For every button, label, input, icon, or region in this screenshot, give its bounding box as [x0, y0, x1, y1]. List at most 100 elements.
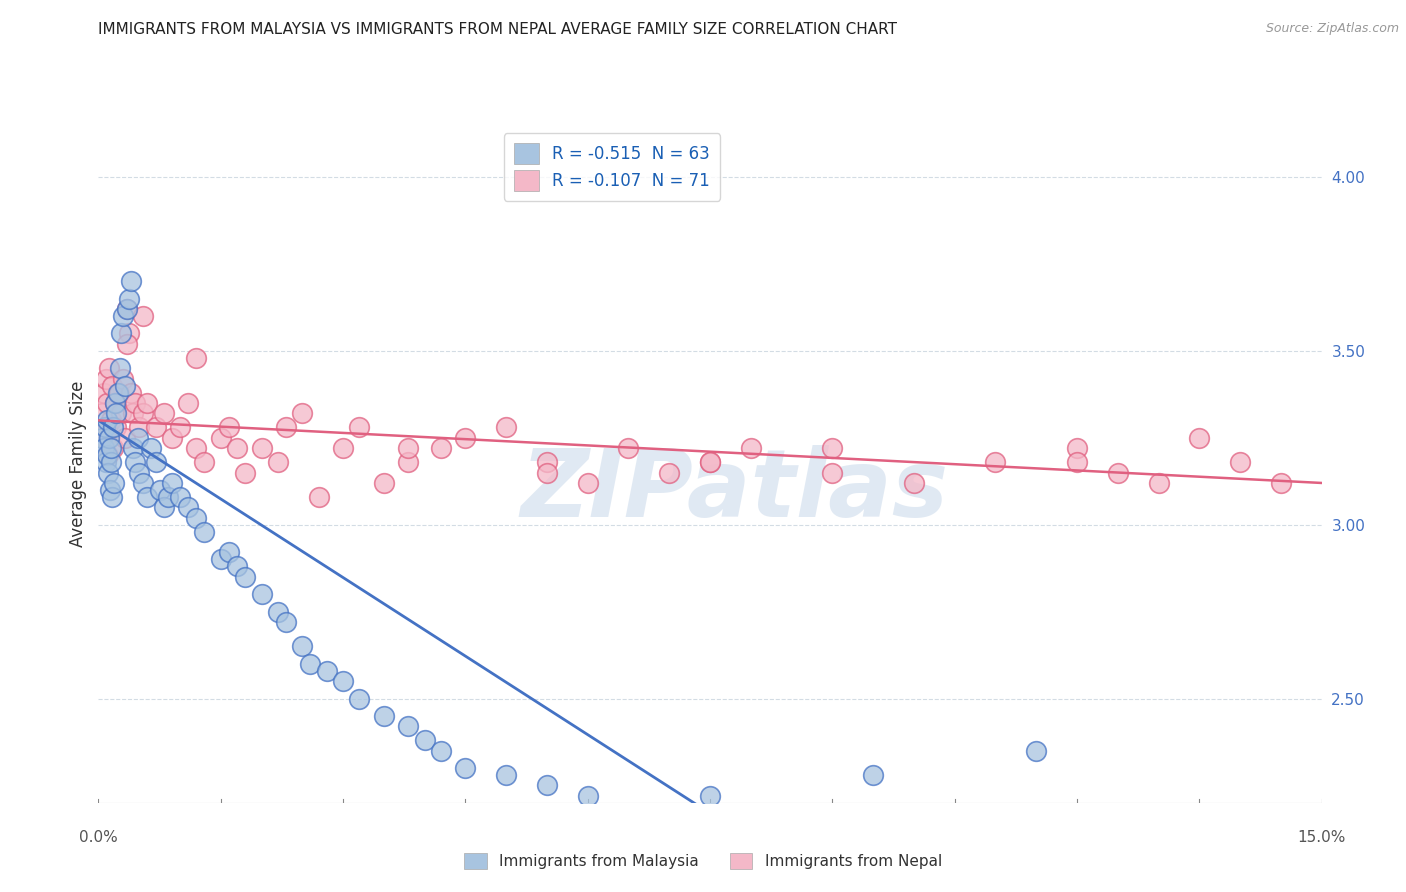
Point	[299, 657, 322, 671]
Point	[169, 420, 191, 434]
Point	[617, 441, 640, 455]
Point	[396, 719, 419, 733]
Point	[349, 420, 371, 434]
Point	[396, 441, 419, 455]
Text: 15.0%: 15.0%	[1298, 830, 1346, 845]
Point	[1025, 744, 1047, 758]
Point	[218, 420, 240, 434]
Point	[96, 413, 118, 427]
Y-axis label: Average Family Size: Average Family Size	[69, 381, 87, 547]
Point	[576, 789, 599, 803]
Point	[96, 448, 118, 462]
Point	[536, 779, 558, 793]
Point	[100, 441, 122, 455]
Point	[136, 396, 159, 410]
Point	[128, 420, 150, 434]
Point	[233, 570, 256, 584]
Point	[250, 587, 273, 601]
Text: 0.0%: 0.0%	[79, 830, 118, 845]
Point	[250, 441, 273, 455]
Point	[120, 274, 142, 288]
Point	[1229, 455, 1251, 469]
Point	[149, 483, 172, 497]
Point	[98, 361, 121, 376]
Point	[94, 420, 117, 434]
Point	[115, 302, 138, 317]
Text: ZIPatlas: ZIPatlas	[520, 445, 949, 537]
Point	[152, 500, 174, 515]
Point	[413, 733, 436, 747]
Point	[100, 455, 122, 469]
Point	[576, 475, 599, 490]
Point	[332, 441, 354, 455]
Point	[186, 351, 208, 365]
Point	[699, 455, 721, 469]
Point	[107, 385, 129, 400]
Point	[132, 406, 155, 420]
Point	[267, 605, 290, 619]
Point	[177, 396, 200, 410]
Point	[91, 431, 114, 445]
Point	[100, 413, 122, 427]
Point	[274, 615, 297, 629]
Point	[114, 378, 136, 392]
Point	[97, 466, 120, 480]
Point	[218, 545, 240, 559]
Point	[132, 309, 155, 323]
Text: IMMIGRANTS FROM MALAYSIA VS IMMIGRANTS FROM NEPAL AVERAGE FAMILY SIZE CORRELATIO: IMMIGRANTS FROM MALAYSIA VS IMMIGRANTS F…	[98, 22, 897, 37]
Point	[105, 420, 128, 434]
Point	[118, 326, 141, 341]
Legend: R = -0.515  N = 63, R = -0.107  N = 71: R = -0.515 N = 63, R = -0.107 N = 71	[505, 133, 720, 201]
Point	[291, 406, 314, 420]
Point	[349, 691, 371, 706]
Point	[177, 500, 200, 515]
Point	[821, 441, 844, 455]
Point	[101, 490, 124, 504]
Point	[332, 674, 354, 689]
Point	[136, 490, 159, 504]
Point	[186, 441, 208, 455]
Point	[903, 475, 925, 490]
Point	[373, 709, 395, 723]
Point	[128, 466, 150, 480]
Point	[108, 361, 131, 376]
Point	[658, 466, 681, 480]
Point	[96, 420, 118, 434]
Point	[396, 455, 419, 469]
Point	[226, 559, 249, 574]
Point	[291, 640, 314, 654]
Point	[209, 431, 232, 445]
Point	[111, 372, 134, 386]
Point	[308, 490, 330, 504]
Point	[862, 768, 884, 782]
Point	[193, 524, 215, 539]
Point	[536, 466, 558, 480]
Point	[699, 789, 721, 803]
Point	[536, 455, 558, 469]
Point	[1188, 431, 1211, 445]
Point	[94, 455, 117, 469]
Point	[209, 552, 232, 566]
Point	[1270, 475, 1292, 490]
Point	[121, 441, 143, 455]
Point	[740, 441, 762, 455]
Point	[274, 420, 297, 434]
Point	[104, 396, 127, 410]
Point	[105, 406, 128, 420]
Point	[108, 385, 131, 400]
Point	[121, 406, 143, 420]
Point	[101, 441, 124, 455]
Point	[94, 372, 117, 386]
Point	[111, 309, 134, 323]
Point	[186, 510, 208, 524]
Point	[120, 385, 142, 400]
Point	[94, 431, 117, 445]
Point	[1107, 466, 1129, 480]
Point	[115, 302, 138, 317]
Point	[233, 466, 256, 480]
Point	[984, 455, 1007, 469]
Point	[127, 431, 149, 445]
Point	[114, 431, 136, 445]
Point	[96, 396, 118, 410]
Point	[145, 420, 167, 434]
